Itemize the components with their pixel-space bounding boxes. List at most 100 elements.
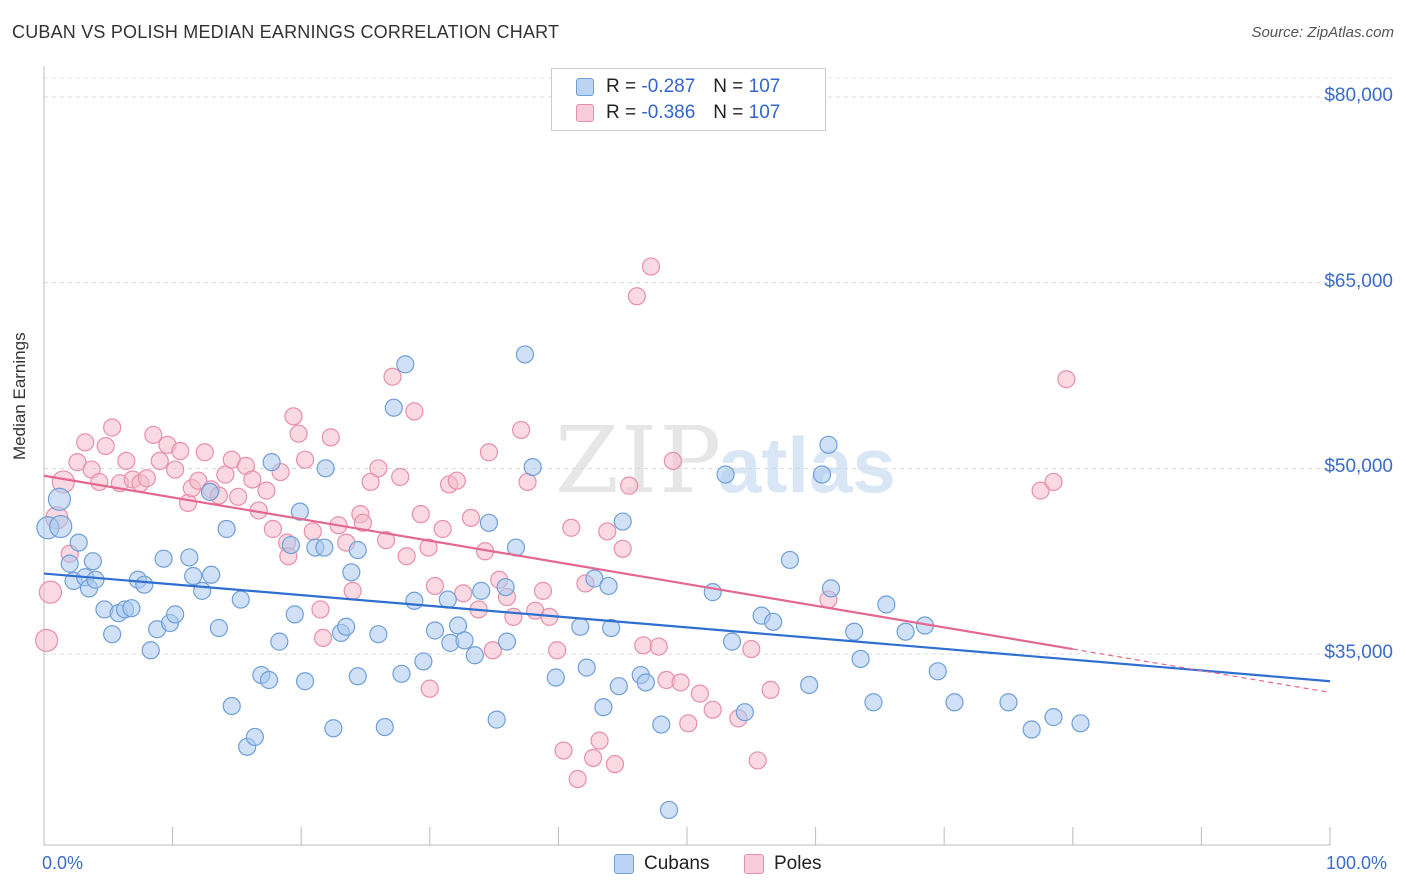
x-tick-label-max: 100.0% — [1326, 853, 1388, 873]
cubans-point-82 — [652, 715, 671, 734]
legend-poles-r-value: -0.386 — [641, 102, 696, 123]
x-tick-label-min: 0.0% — [42, 853, 84, 873]
poles-trend-extension — [1072, 648, 1331, 693]
cubans-point-53 — [396, 355, 415, 374]
cubans-point-97 — [864, 693, 883, 712]
cubans-point-21 — [166, 605, 185, 624]
cubans-point-73 — [577, 658, 596, 677]
poles-point-85 — [613, 539, 632, 558]
poles-point-100 — [761, 680, 780, 699]
cubans-point-14 — [122, 599, 141, 618]
poles-point-39 — [295, 450, 315, 469]
legend-swatch-poles — [576, 104, 594, 122]
poles-point-17 — [150, 451, 169, 471]
poles-point-61 — [447, 471, 466, 490]
cubans-point-35 — [262, 453, 281, 472]
poles-point-24 — [195, 443, 214, 462]
y-tick-label-0: $35,000 — [1324, 642, 1393, 663]
cubans-point-89 — [764, 612, 783, 631]
poles-point-88 — [634, 636, 653, 655]
cubans-point-56 — [414, 652, 433, 671]
poles-point-48 — [353, 513, 373, 532]
poles-point-103 — [1044, 472, 1063, 492]
poles-point-31 — [243, 470, 262, 489]
poles-point-70 — [504, 607, 523, 626]
cubans-point-43 — [316, 459, 335, 478]
poles-point-34 — [263, 519, 283, 539]
poles-point-90 — [649, 637, 668, 656]
legend-cubans-r-label: R = — [606, 76, 637, 97]
cubans-point-76 — [599, 576, 618, 596]
poles-point-46 — [343, 581, 362, 600]
cubans-point-72 — [571, 617, 590, 636]
poles-point-63 — [461, 508, 481, 527]
cubans-trend-line — [43, 572, 1331, 683]
cubans-point-50 — [369, 625, 388, 644]
legend-poles-n-label: N = — [713, 102, 744, 123]
cubans-point-32 — [245, 727, 265, 747]
cubans-point-74 — [585, 569, 604, 588]
cubans-point-96 — [851, 649, 870, 669]
poles-point-84 — [605, 755, 625, 774]
cubans-point-1 — [47, 487, 72, 511]
cubans-point-90 — [780, 550, 799, 570]
source-credit: Source: ZipAtlas.com — [1251, 24, 1394, 41]
cubans-point-27 — [209, 618, 228, 638]
poles-point-105 — [420, 679, 439, 698]
cubans-point-44 — [324, 719, 343, 738]
poles-point-99 — [748, 751, 767, 770]
poles-point-10 — [103, 418, 122, 437]
cubans-point-40 — [295, 672, 315, 691]
cubans-point-102 — [945, 693, 964, 712]
poles-point-12 — [117, 451, 136, 471]
poles-point-55 — [405, 402, 424, 421]
cubans-point-87 — [735, 703, 754, 722]
poles-point-9 — [96, 436, 115, 456]
poles-point-57 — [419, 538, 438, 557]
poles-point-37 — [284, 407, 303, 426]
cubans-point-24 — [193, 581, 212, 600]
cubans-point-54 — [392, 664, 411, 683]
poles-point-104 — [1057, 370, 1076, 389]
cubans-point-64 — [479, 513, 499, 532]
cubans-point-28 — [217, 519, 236, 539]
poles-point-92 — [663, 451, 682, 471]
cubans-point-99 — [896, 622, 915, 641]
cubans-point-19 — [154, 549, 173, 568]
cubans-point-39 — [290, 502, 310, 521]
bottom-legend-swatch-poles — [744, 854, 764, 874]
watermark-atlas: atlas — [718, 421, 896, 509]
correlation-legend: R = -0.287 N = 107 R = -0.386 N = 107 — [551, 68, 826, 131]
cubans-point-95 — [845, 622, 864, 641]
cubans-point-75 — [594, 698, 613, 717]
poles-point-77 — [554, 741, 573, 760]
legend-cubans-n-value: 107 — [748, 76, 781, 97]
cubans-point-29 — [222, 696, 241, 716]
poles-point-83 — [598, 522, 617, 541]
poles-point-89 — [641, 257, 661, 276]
chart-title: CUBAN VS POLISH MEDIAN EARNINGS CORRELAT… — [12, 22, 560, 42]
cubans-point-106 — [1071, 714, 1090, 733]
cubans-point-98 — [877, 595, 896, 614]
cubans-point-16 — [135, 575, 154, 594]
cubans-point-25 — [200, 482, 219, 501]
poles-point-76 — [548, 641, 567, 660]
poles-point-43 — [321, 428, 340, 447]
poles-point-51 — [376, 531, 396, 550]
poles-point-42 — [313, 628, 333, 648]
poles-point-6 — [76, 433, 95, 452]
cubans-point-26 — [202, 565, 221, 584]
legend-row-poles: R = -0.386 N = 107 — [576, 101, 780, 125]
cubans-point-61 — [455, 631, 474, 650]
poles-point-15 — [137, 469, 156, 488]
cubans-point-9 — [86, 570, 105, 589]
poles-point-23 — [189, 471, 208, 490]
poles-point-29 — [229, 487, 248, 506]
y-tick-label-3: $80,000 — [1324, 85, 1393, 106]
poles-point-53 — [391, 467, 410, 487]
poles-point-54 — [397, 547, 416, 566]
cubans-point-38 — [285, 605, 304, 624]
cubans-point-34 — [259, 670, 279, 690]
cubans-point-105 — [1044, 708, 1063, 727]
